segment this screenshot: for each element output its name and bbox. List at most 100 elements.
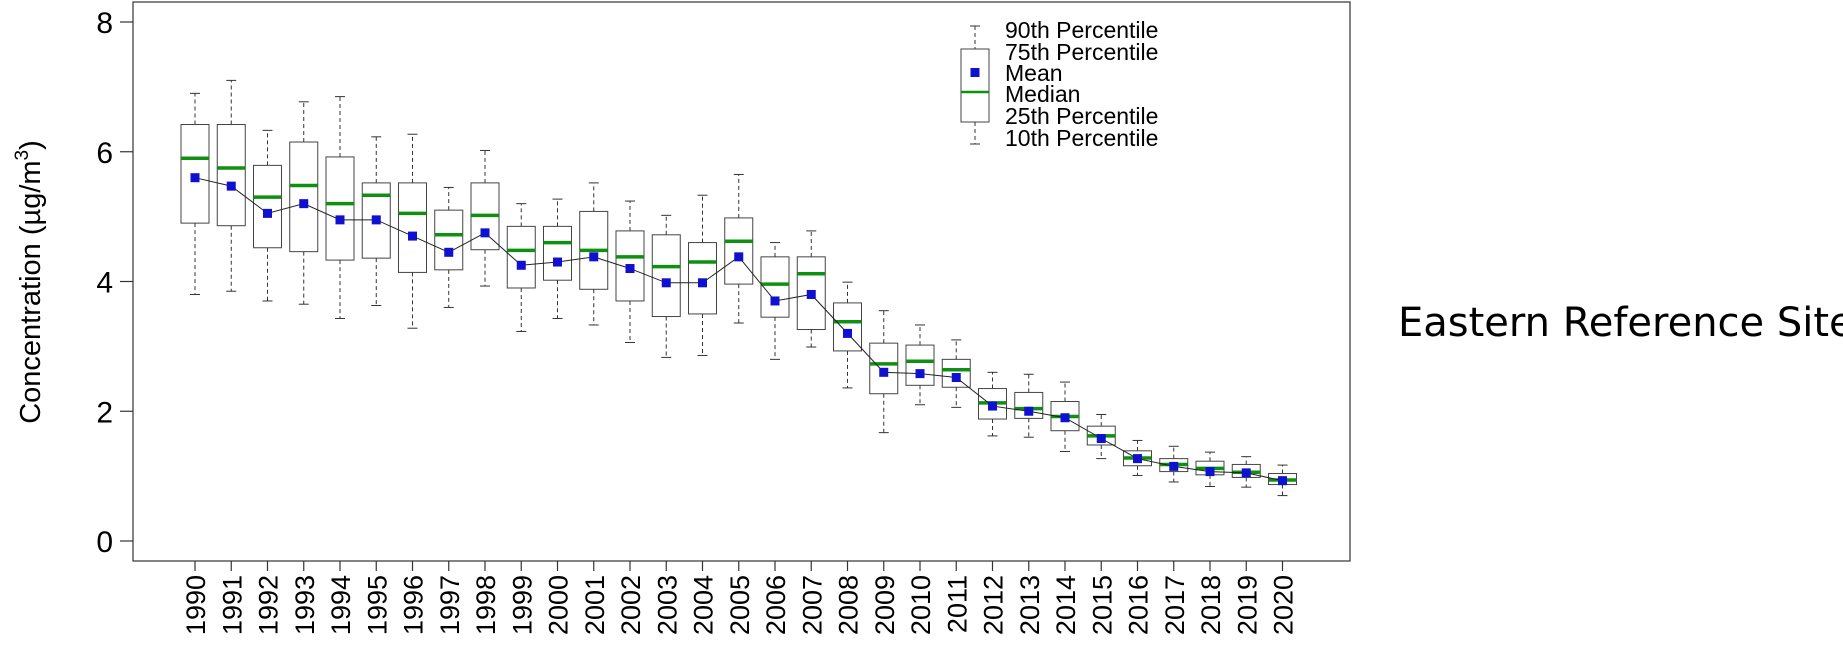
x-tick-label: 1990 <box>181 575 211 635</box>
mean-marker <box>951 373 961 383</box>
mean-marker <box>371 215 381 225</box>
x-tick-label: 2000 <box>544 575 574 635</box>
mean-marker <box>299 199 309 209</box>
iqr-box <box>833 302 862 352</box>
legend-entry: Mean <box>1005 60 1063 86</box>
box-1993 <box>289 101 319 305</box>
boxes <box>180 79 1297 497</box>
mean-marker <box>1241 468 1251 478</box>
x-tick-label: 2003 <box>652 575 682 635</box>
x-tick-label: 2001 <box>580 575 610 635</box>
mean-marker <box>915 369 925 379</box>
mean-marker <box>335 215 345 225</box>
x-tick-label: 1997 <box>435 575 465 635</box>
mean-series <box>190 173 1287 486</box>
x-tick-label: 2014 <box>1051 575 1081 635</box>
x-tick-label: 2006 <box>761 575 791 635</box>
mean-marker <box>408 231 417 241</box>
mean-marker <box>843 328 852 338</box>
x-tick-label: 1991 <box>217 575 247 635</box>
box-1994 <box>325 96 355 319</box>
box-2010 <box>905 324 935 406</box>
box-1996 <box>398 133 427 329</box>
iqr-box <box>434 209 464 271</box>
legend-entry: 25th Percentile <box>1005 103 1158 129</box>
y-tick-label: 6 <box>96 137 113 170</box>
box-2003 <box>651 214 681 358</box>
mean-marker <box>589 252 599 262</box>
iqr-box <box>688 242 717 315</box>
iqr-box <box>724 217 754 285</box>
iqr-box <box>651 234 681 318</box>
iqr-box <box>869 342 899 395</box>
mean-marker <box>1096 433 1106 443</box>
x-tick-label: 2009 <box>870 575 900 635</box>
mean-marker <box>1133 454 1142 464</box>
x-tick-label: 1992 <box>254 575 284 635</box>
x-tick-label: 2007 <box>797 575 827 635</box>
box-2001 <box>579 182 609 326</box>
mean-marker <box>553 257 562 267</box>
mean-marker <box>988 401 997 411</box>
mean-marker <box>879 367 889 377</box>
mean-marker <box>190 173 200 183</box>
iqr-box <box>905 344 935 386</box>
box-1998 <box>470 149 500 287</box>
y-axis-label-main: Concentration (µg/m <box>15 160 47 423</box>
y-tick-label: 0 <box>96 526 113 559</box>
x-tick-label: 2002 <box>616 575 646 635</box>
iqr-box <box>398 182 427 273</box>
x-tick-label: 2012 <box>979 575 1009 635</box>
x-tick-label: 2005 <box>725 575 755 635</box>
box-1990 <box>180 92 210 295</box>
mean-marker <box>1278 476 1287 486</box>
mean-marker <box>698 278 707 288</box>
mean-marker <box>625 264 635 274</box>
mean-marker <box>516 260 526 270</box>
y-axis-label-suffix: ) <box>15 140 47 150</box>
y-tick-label: 4 <box>96 267 113 300</box>
iqr-box <box>760 256 790 318</box>
mean-marker <box>806 289 816 299</box>
legend-entry: 10th Percentile <box>1005 125 1158 151</box>
legend-entry: 90th Percentile <box>1005 17 1158 43</box>
x-tick-label: 2018 <box>1196 575 1226 635</box>
box-2009 <box>869 310 899 434</box>
x-tick-label: 1995 <box>362 575 392 635</box>
box-2008 <box>833 281 862 389</box>
box-1991 <box>216 79 246 292</box>
box-2000 <box>543 198 572 319</box>
mean-marker <box>1169 461 1179 471</box>
side-title: Eastern Reference Sites <box>1398 300 1843 346</box>
box-2004 <box>688 194 717 356</box>
mean-marker <box>1024 406 1034 416</box>
x-axis: 1990 1991 1992 1993 1994 1995 1996 1997 1998 1999… <box>181 561 1299 635</box>
x-tick-label: 2004 <box>689 575 719 635</box>
mean-marker <box>1205 467 1215 477</box>
x-tick-label: 1998 <box>471 575 501 635</box>
x-tick-label: 2016 <box>1124 575 1154 635</box>
x-tick-label: 1996 <box>399 575 429 635</box>
legend-box <box>960 48 990 123</box>
x-tick-label: 2017 <box>1160 575 1190 635</box>
x-tick-label: 1994 <box>326 575 356 635</box>
box-2011 <box>941 339 971 408</box>
iqr-box <box>289 141 319 253</box>
box-2006 <box>760 242 790 360</box>
box-2007 <box>796 230 826 348</box>
x-tick-label: 2011 <box>942 575 972 633</box>
box-1997 <box>434 186 464 308</box>
x-tick-label: 2019 <box>1232 575 1262 635</box>
x-tick-label: 2008 <box>834 575 864 635</box>
x-tick-label: 2020 <box>1269 575 1299 635</box>
mean-marker <box>226 181 236 191</box>
iqr-box <box>543 225 572 281</box>
mean-marker <box>480 228 490 238</box>
legend-mean-marker <box>970 68 980 77</box>
x-tick-label: 1999 <box>507 575 537 635</box>
y-axis-label-superscript: 3 <box>12 150 33 161</box>
mean-marker <box>770 296 780 306</box>
legend-entry: Median <box>1005 81 1080 107</box>
